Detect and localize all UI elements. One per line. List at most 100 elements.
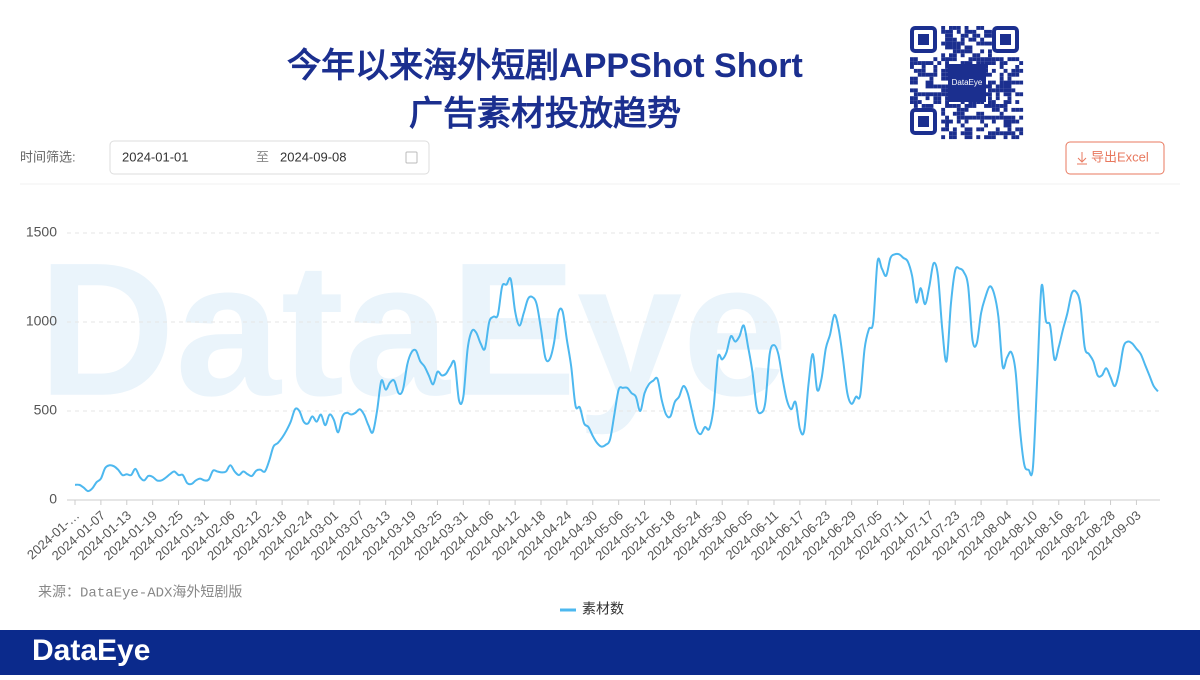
qr-cell [1007, 127, 1012, 132]
title-line: 今年以来海外短剧APPShot Short [287, 46, 803, 85]
qr-label: DataEye [952, 78, 983, 87]
qr-cell [933, 68, 938, 73]
qr-cell [995, 127, 1000, 132]
qr-cell [952, 135, 957, 140]
qr-cell [968, 131, 973, 136]
qr-cell [972, 29, 977, 34]
qr-cell [913, 100, 918, 104]
series-line [74, 252, 1159, 493]
qr-cell [925, 92, 930, 97]
qr-cell [995, 57, 1000, 62]
qr-cell [921, 72, 926, 77]
qr-cell [972, 104, 977, 108]
qr-cell [999, 104, 1004, 108]
qr-cell [991, 131, 996, 136]
qr-cell [1007, 92, 1012, 97]
qr-cell [956, 26, 961, 30]
qr-cell [937, 92, 942, 97]
qr-cell [1003, 100, 1008, 104]
qr-cell [941, 119, 946, 124]
qr-cell [952, 131, 957, 136]
qr-cell [1003, 119, 1008, 124]
qr-cell [988, 29, 992, 34]
qr-cell [980, 57, 985, 62]
qr-cell [988, 96, 992, 101]
qr-cell [952, 49, 957, 54]
qr-cell [988, 57, 992, 62]
qr-cell [1003, 131, 1008, 136]
qr-cell [1003, 107, 1008, 112]
qr-cell [988, 41, 992, 46]
qr-cell [972, 33, 977, 38]
qr-cell [995, 92, 1000, 97]
y-tick-label: 500 [34, 402, 58, 418]
qr-cell [952, 127, 957, 132]
qr-cell [913, 88, 918, 93]
qr-cell [976, 33, 981, 38]
qr-cell [937, 84, 942, 89]
qr-cell [945, 61, 949, 65]
source-note: 来源：DataEye-ADX海外短剧版 [38, 585, 242, 602]
calendar-icon [405, 151, 418, 164]
qr-cell [910, 65, 914, 69]
qr-cell [933, 96, 938, 101]
qr-cell [952, 104, 957, 108]
qr-cell [999, 131, 1004, 136]
qr-cell [1003, 92, 1008, 97]
qr-cell [964, 107, 969, 112]
qr-cell [988, 88, 992, 93]
qr-cell [945, 96, 949, 101]
qr-cell [1007, 100, 1012, 104]
qr-cell [949, 41, 953, 46]
qr-cell [964, 26, 969, 30]
qr-cell [913, 104, 918, 108]
qr-cell [968, 45, 973, 50]
qr-cell [917, 72, 922, 77]
qr-cell [1015, 68, 1020, 73]
qr-cell [949, 119, 953, 124]
qr-cell [956, 119, 961, 124]
qr-cell [956, 29, 961, 34]
qr-cell [945, 76, 949, 81]
qr-cell [929, 72, 934, 77]
qr-cell [945, 123, 949, 128]
qr-cell [956, 49, 961, 54]
filter-label: 时间筛选: [20, 149, 76, 164]
qr-cell [1015, 65, 1020, 69]
qr-cell [964, 119, 969, 124]
qr-cell [995, 96, 1000, 101]
qr-cell [1007, 115, 1012, 120]
qr-cell [910, 61, 914, 65]
y-tick-label: 0 [49, 491, 57, 507]
qr-cell [960, 37, 965, 42]
qr-cell [999, 76, 1004, 81]
qr-cell [949, 45, 953, 50]
qr-cell [964, 115, 969, 120]
qr-cell [1007, 88, 1012, 93]
qr-cell [980, 37, 985, 42]
qr-cell [1011, 107, 1016, 112]
qr-cell [968, 115, 973, 120]
qr-cell [991, 88, 996, 93]
qr-cell [984, 68, 988, 73]
qr-cell [976, 41, 981, 46]
qr-cell [980, 26, 985, 30]
qr-cell [1011, 115, 1016, 120]
qr-cell [1003, 88, 1008, 93]
export-button[interactable] [1065, 141, 1165, 175]
qr-cell [991, 104, 996, 108]
qr-cell [964, 131, 969, 136]
qr-cell [991, 80, 996, 85]
qr-cell [941, 84, 946, 89]
qr-cell [980, 115, 985, 120]
qr-cell [968, 61, 973, 65]
qr-cell [980, 61, 985, 65]
qr-cell [1003, 68, 1008, 73]
qr-cell [941, 41, 946, 46]
qr-cell [995, 115, 1000, 120]
date-range-picker[interactable] [109, 140, 430, 175]
qr-cell [976, 53, 981, 58]
qr-cell [917, 68, 922, 73]
qr-cell [937, 61, 942, 65]
qr-cell [945, 88, 949, 93]
